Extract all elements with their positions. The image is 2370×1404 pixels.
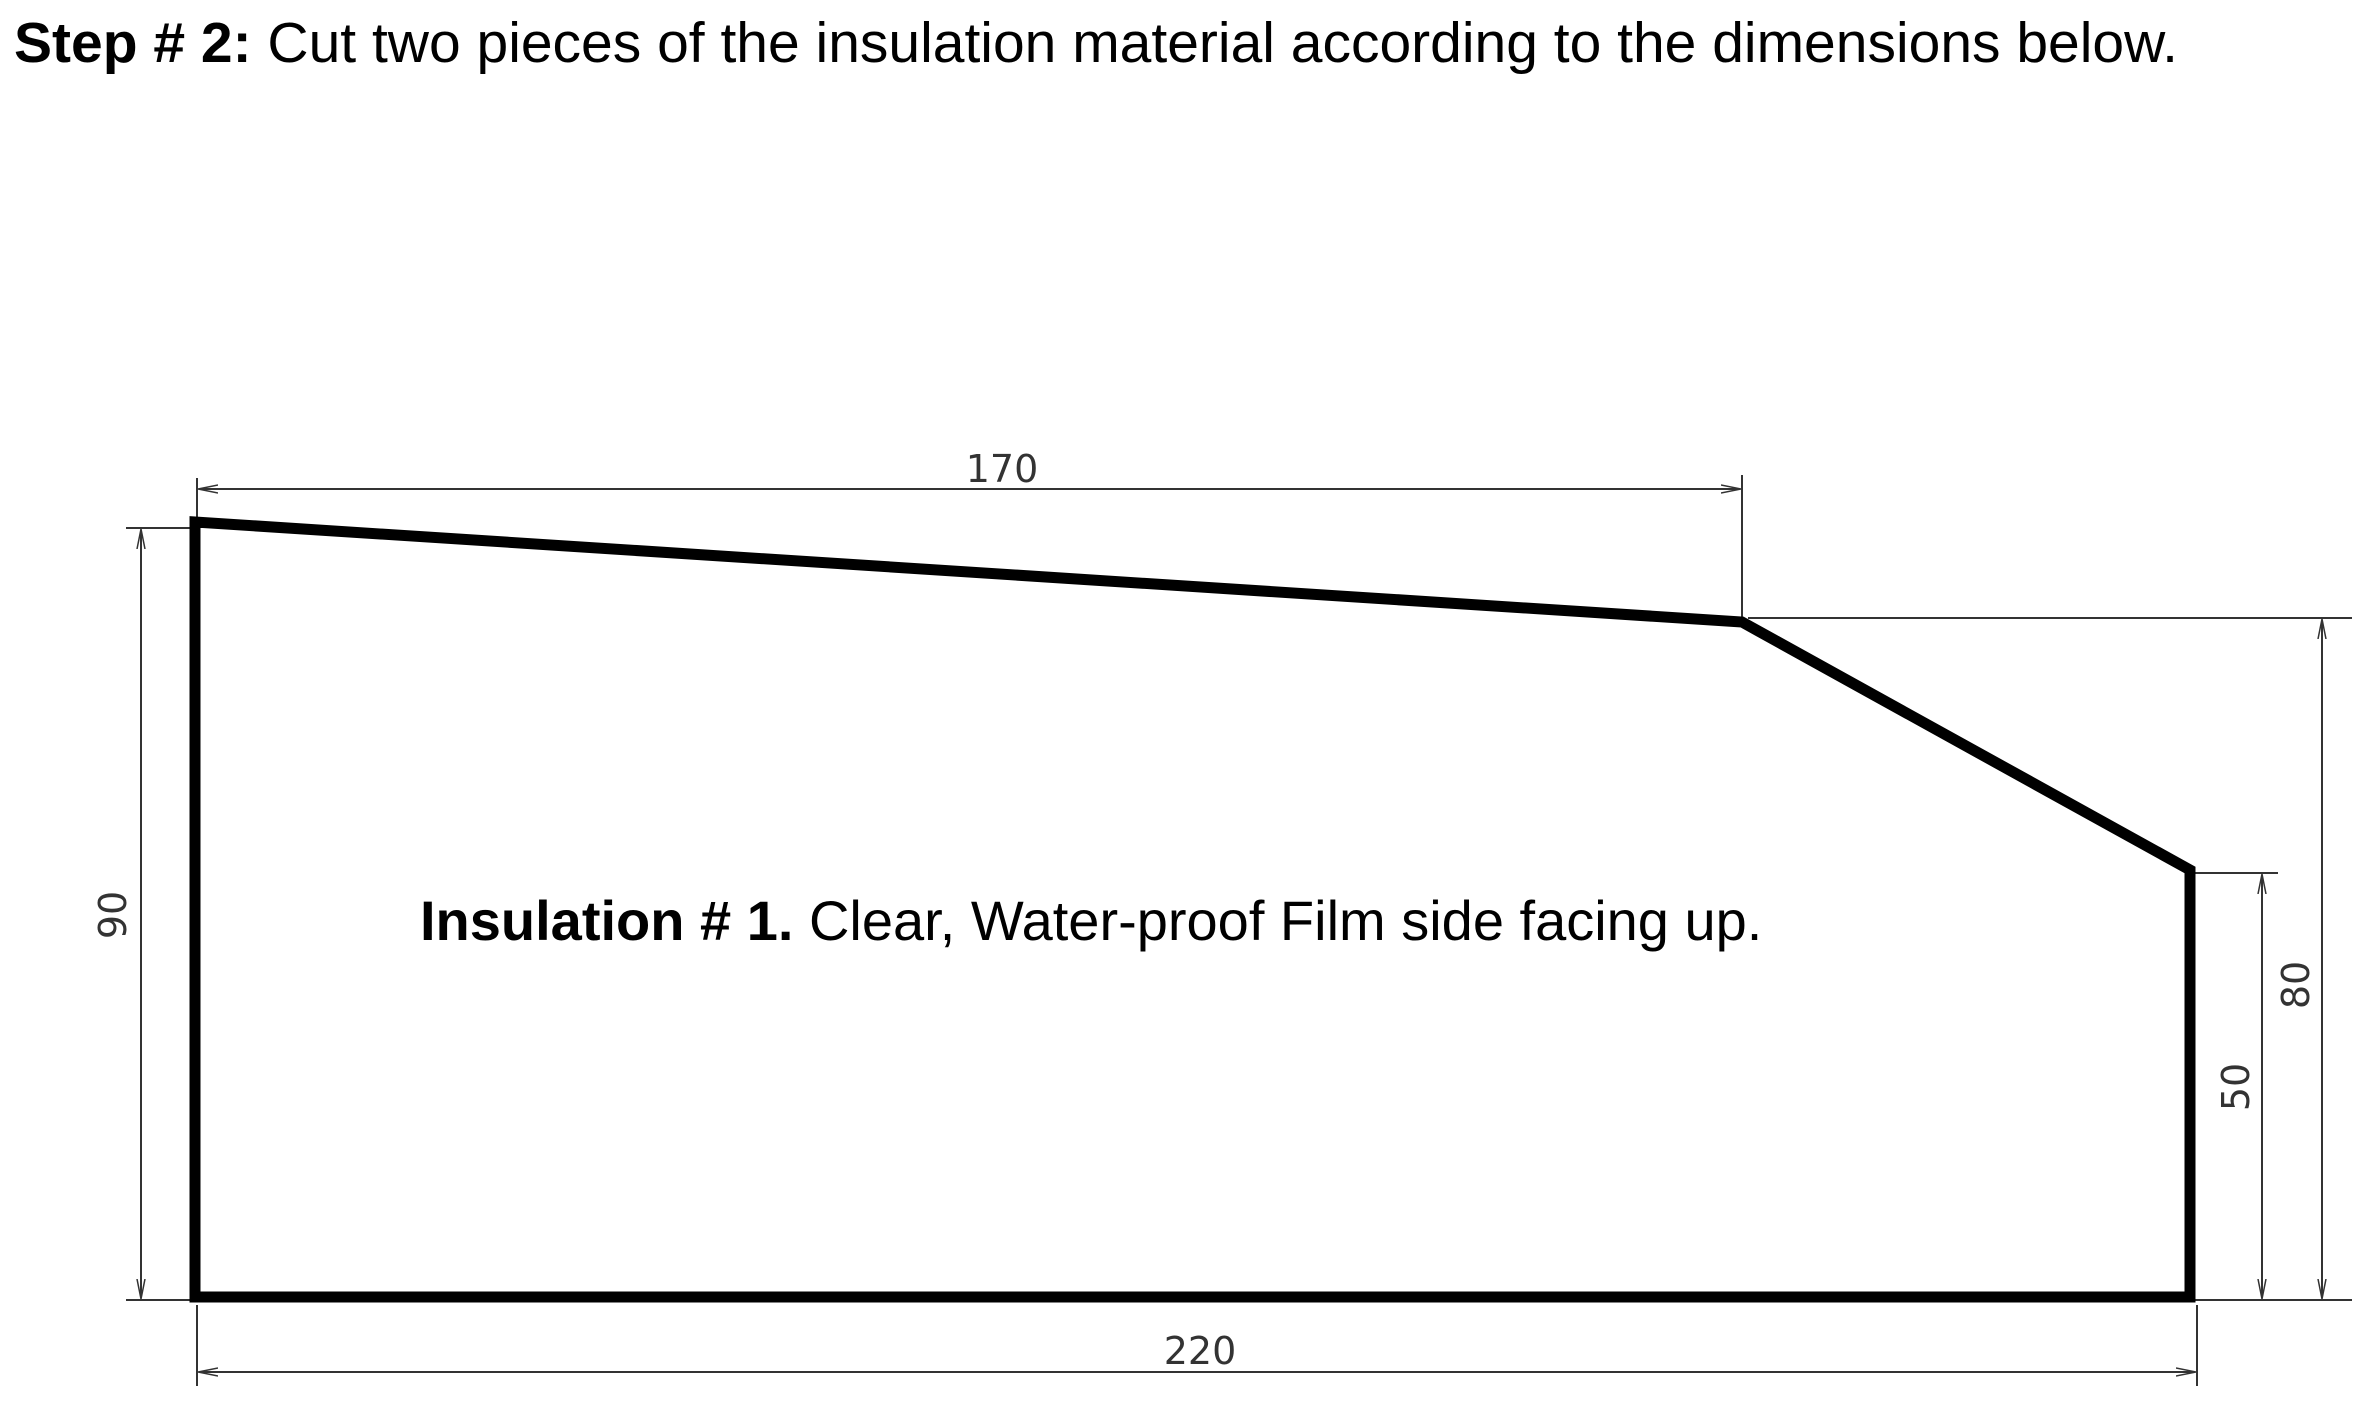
insulation-piece-outline — [189, 516, 2196, 1303]
piece-label-text: Clear, Water-proof Film side facing up. — [793, 889, 1762, 952]
extension-lines — [126, 475, 2352, 1386]
dimension-label-right-outer: 80 — [2274, 961, 2318, 1009]
dimension-label-left: 90 — [91, 891, 135, 939]
dimension-lines — [141, 489, 2322, 1372]
dimension-label-bottom: 220 — [1164, 1329, 1237, 1373]
insulation-piece-label: Insulation # 1. Clear, Water-proof Film … — [420, 889, 1762, 952]
dimension-label-right-inner: 50 — [2214, 1063, 2258, 1111]
step-label: Step # 2: — [14, 11, 252, 75]
dimension-label-top: 170 — [966, 447, 1039, 491]
piece-label-bold: Insulation # 1. — [420, 889, 793, 952]
step-instruction: Cut two pieces of the insulation materia… — [251, 11, 2178, 75]
step-heading: Step # 2: Cut two pieces of the insulati… — [14, 8, 2178, 78]
